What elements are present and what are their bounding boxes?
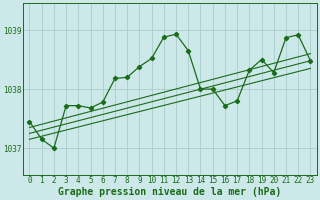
X-axis label: Graphe pression niveau de la mer (hPa): Graphe pression niveau de la mer (hPa): [58, 186, 282, 197]
